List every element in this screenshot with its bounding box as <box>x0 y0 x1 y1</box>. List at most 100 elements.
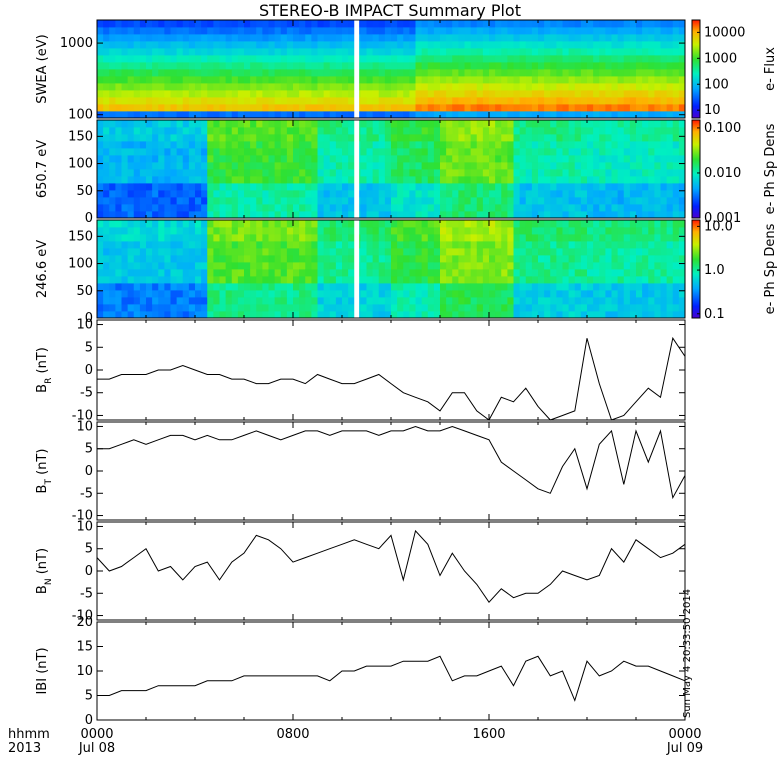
heatmap-cell <box>293 41 300 49</box>
heatmap-cell <box>158 241 165 249</box>
heatmap-cell <box>158 69 165 77</box>
heatmap-cell <box>237 148 245 156</box>
heatmap-cell <box>342 248 349 256</box>
heatmap-cell <box>593 297 600 305</box>
plot-title: STEREO-B IMPACT Summary Plot <box>259 1 521 20</box>
heatmap-cell <box>458 290 465 298</box>
heatmap-cell <box>293 204 300 212</box>
y-tick-label: 0 <box>85 464 93 479</box>
heatmap-cell <box>427 83 435 91</box>
heatmap-cell <box>501 169 508 177</box>
heatmap-cell <box>495 48 502 56</box>
heatmap-cell <box>182 255 190 263</box>
heatmap-cell <box>293 120 300 128</box>
heatmap-cell <box>348 48 355 56</box>
heatmap-cell <box>305 297 312 305</box>
heatmap-cell <box>678 148 686 156</box>
heatmap-cell <box>384 48 392 56</box>
heatmap-cell <box>440 211 447 219</box>
heatmap-cell <box>587 269 594 277</box>
heatmap-cell <box>605 111 612 119</box>
heatmap-cell <box>409 204 416 212</box>
heatmap-cell <box>409 297 416 305</box>
heatmap-cell <box>623 204 631 212</box>
heatmap-cell <box>556 176 563 184</box>
heatmap-cell <box>384 141 392 149</box>
heatmap-cell <box>115 290 122 298</box>
heatmap-cell <box>427 269 435 277</box>
heatmap-cell <box>593 111 600 119</box>
heatmap-cell <box>207 234 214 242</box>
heatmap-cell <box>427 90 435 98</box>
heatmap-cell <box>421 120 429 128</box>
heatmap-cell <box>452 34 459 42</box>
heatmap-cell <box>195 262 202 270</box>
heatmap-cell <box>642 97 649 105</box>
heatmap-cell <box>531 211 539 219</box>
heatmap-cell <box>538 27 545 35</box>
heatmap-cell <box>629 204 637 212</box>
heatmap-cell <box>262 234 269 242</box>
heatmap-cell <box>372 304 380 312</box>
heatmap-cell <box>372 276 380 284</box>
heatmap-cell <box>158 134 165 142</box>
heatmap-cell <box>201 283 208 291</box>
heatmap-cell <box>342 148 349 156</box>
heatmap-cell <box>213 69 220 77</box>
heatmap-cell <box>642 134 649 142</box>
heatmap-cell <box>415 120 423 128</box>
heatmap-cell <box>170 190 178 198</box>
heatmap-cell <box>360 234 367 242</box>
heatmap-cell <box>372 204 380 212</box>
heatmap-cell <box>115 141 122 149</box>
heatmap-cell <box>207 127 214 135</box>
heatmap-cell <box>146 234 153 242</box>
heatmap-cell <box>599 255 606 263</box>
heatmap-cell <box>476 120 484 128</box>
heatmap-cell <box>231 297 239 305</box>
heatmap-cell <box>574 290 582 298</box>
heatmap-cell <box>513 162 521 170</box>
heatmap-cell <box>299 34 306 42</box>
heatmap-cell <box>170 148 178 156</box>
heatmap-cell <box>489 283 496 291</box>
heatmap-cell <box>133 262 141 270</box>
heatmap-cell <box>470 120 478 128</box>
heatmap-cell <box>489 197 496 205</box>
heatmap-cell <box>568 148 576 156</box>
heatmap-cell <box>678 141 686 149</box>
heatmap-cell <box>568 211 576 219</box>
heatmap-cell <box>678 20 686 28</box>
heatmap-cell <box>507 120 514 128</box>
heatmap-cell <box>293 234 300 242</box>
heatmap-cell <box>538 62 545 70</box>
heatmap-cell <box>495 311 502 319</box>
heatmap-cell <box>617 104 625 112</box>
heatmap-cell <box>580 311 588 319</box>
heatmap-cell <box>164 220 171 228</box>
heatmap-cell <box>629 311 637 319</box>
heatmap-cell <box>556 220 563 228</box>
heatmap-cell <box>286 211 294 219</box>
heatmap-cell <box>170 290 178 298</box>
heatmap-cell <box>170 304 178 312</box>
heatmap-cell <box>348 204 355 212</box>
heatmap-cell <box>262 169 269 177</box>
heatmap-cell <box>268 62 276 70</box>
heatmap-cell <box>464 76 472 84</box>
heatmap-cell <box>427 148 435 156</box>
heatmap-cell <box>133 297 141 305</box>
heatmap-cell <box>464 169 472 177</box>
heatmap-cell <box>384 20 392 28</box>
heatmap-cell <box>452 55 459 63</box>
heatmap-cell <box>403 176 410 184</box>
heatmap-cell <box>366 48 374 56</box>
heatmap-cell <box>458 20 465 28</box>
heatmap-cell <box>372 76 380 84</box>
heatmap-cell <box>458 111 465 119</box>
heatmap-cell <box>152 76 159 84</box>
heatmap-cell <box>440 204 447 212</box>
heatmap-cell <box>611 34 619 42</box>
heatmap-cell <box>133 41 141 49</box>
heatmap-cell <box>201 62 208 70</box>
